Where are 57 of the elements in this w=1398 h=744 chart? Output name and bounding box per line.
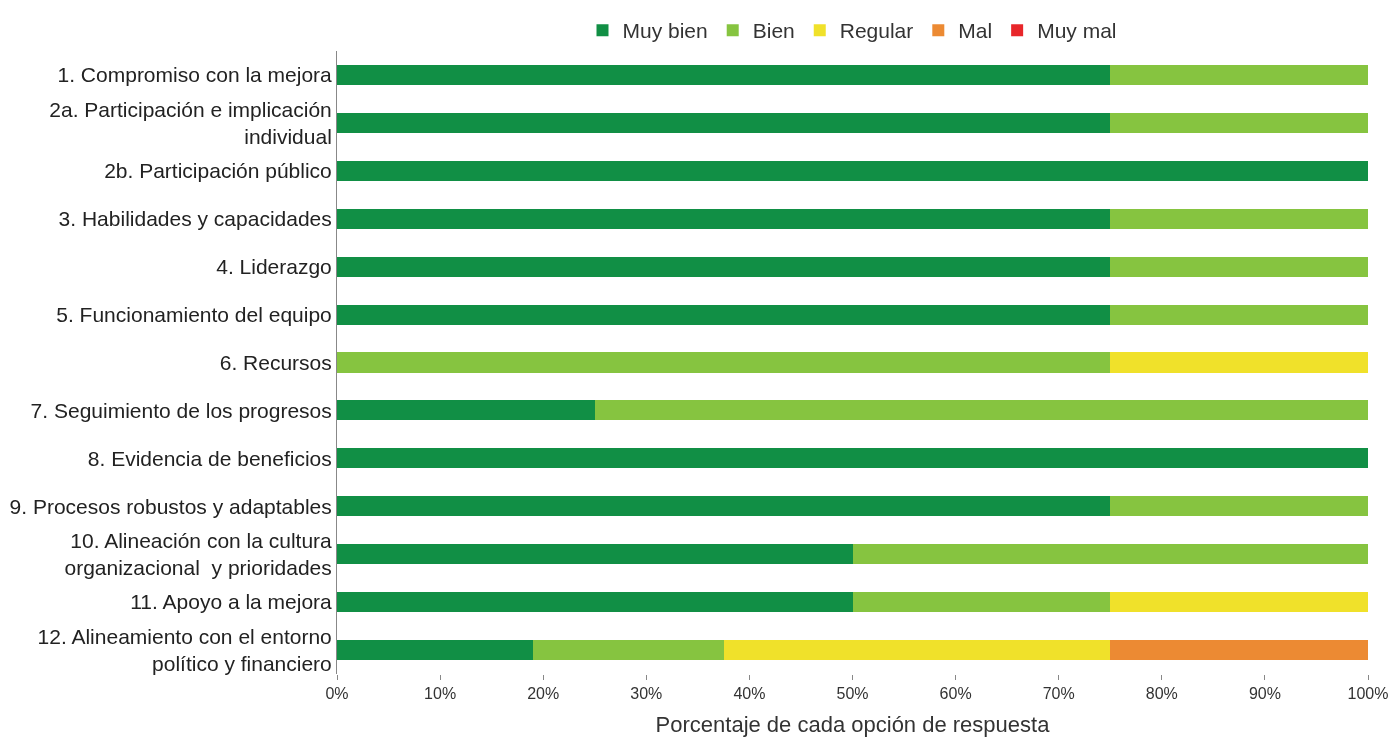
y-tick-label: 3. Habilidades y capacidades [58, 207, 332, 231]
bar [337, 400, 595, 421]
bar [1110, 64, 1368, 86]
bar [337, 592, 853, 613]
y-tick-label: 10. Alineación con la cultura organizacional y prioridades [64, 528, 333, 580]
x-tick-label: 0% [325, 685, 349, 703]
x-axis-title: Porcentaje de cada opción de respuesta [655, 712, 1051, 738]
y-tick-label: 12. Alineamiento con el entorno político y financiero [37, 624, 332, 676]
legend-label: Muy bien [622, 19, 708, 43]
y-tick-label: 4. Liderazgo [216, 255, 332, 278]
y-tick-label: 2b. Participación público [104, 159, 332, 183]
bar [337, 304, 1111, 325]
y-tick-label: 7. Seguimiento de los progresos [30, 398, 332, 422]
bar [1110, 112, 1368, 133]
x-tick-label: 40% [733, 685, 766, 703]
bar [1110, 208, 1368, 229]
x-tick-label: 20% [527, 685, 560, 703]
x-tick-label: 50% [836, 685, 869, 703]
x-tick-label: 10% [424, 685, 457, 703]
x-tick-label: 30% [630, 685, 663, 703]
y-tick-label: 11. Apoyo a la mejora [130, 590, 333, 614]
bar [1110, 352, 1368, 373]
bar [594, 400, 1368, 421]
y-tick-label: 2a. Participación e implicación individual [49, 97, 332, 148]
bar [1110, 256, 1368, 277]
y-tick-label: 5. Funcionamiento del equipo [56, 302, 332, 326]
y-tick-label: 1. Compromiso con la mejora [57, 63, 333, 87]
bar [337, 64, 1111, 86]
bar [337, 448, 1368, 469]
y-tick-label: 8. Evidencia de beneficios [87, 446, 332, 470]
bar [337, 544, 853, 565]
x-tick-label: 80% [1145, 685, 1178, 703]
bar [532, 639, 724, 661]
y-tick-label: 6. Recursos [219, 350, 332, 374]
bar [1110, 304, 1368, 325]
bar [337, 352, 1111, 373]
bar [1110, 592, 1368, 613]
bar [337, 496, 1111, 517]
bar [337, 160, 1368, 181]
bar [852, 544, 1368, 565]
y-tick-label: 9. Procesos robustos y adaptables [9, 494, 332, 518]
bar [1110, 639, 1368, 661]
x-tick-label: 70% [1042, 685, 1075, 703]
bar [1110, 496, 1368, 517]
legend-label: Bien [752, 19, 795, 43]
bar [723, 639, 1111, 661]
legend-label: Muy mal [1037, 19, 1117, 43]
bar [337, 112, 1111, 133]
x-tick-label: 90% [1248, 685, 1281, 703]
bar [337, 639, 533, 661]
bar [852, 592, 1111, 613]
x-tick-label: 100% [1347, 685, 1389, 703]
x-tick-label: 60% [939, 685, 972, 703]
legend-label: Mal [958, 19, 993, 43]
bar [337, 256, 1111, 277]
legend-label: Regular [839, 19, 914, 43]
bar [337, 208, 1111, 229]
